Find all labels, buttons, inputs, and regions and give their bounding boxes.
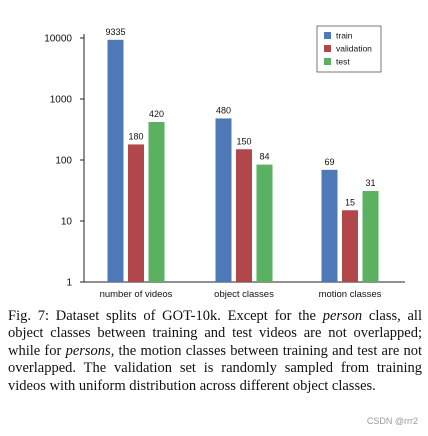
chart-legend: train validation test [316, 25, 382, 73]
bar-validation [236, 149, 252, 282]
bar-value-label: 84 [259, 152, 269, 162]
y-tick-label: 1000 [50, 95, 73, 106]
bar-validation [342, 210, 358, 282]
caption-text-3: , the motion classes between training an… [8, 342, 423, 394]
legend-swatch-test [324, 58, 331, 65]
bar-train [215, 118, 232, 283]
x-axis-categories: number of videos object classes motion cla… [100, 289, 382, 300]
legend-label-train: train [336, 31, 353, 41]
legend-swatch-validation [324, 45, 331, 52]
legend-label-test: test [336, 57, 350, 67]
bar-train [107, 39, 124, 282]
bar-test [362, 191, 379, 282]
y-axis-ticks: 1 10 100 1000 10000 [44, 34, 84, 289]
x-category-label: motion classes [319, 289, 382, 300]
bar-test [256, 164, 273, 282]
y-tick-label: 100 [55, 156, 72, 167]
bar-value-label: 180 [128, 131, 143, 141]
caption-emphasis-persons: persons [65, 342, 111, 359]
y-tick-label: 10000 [44, 34, 72, 45]
bar-value-label: 15 [345, 197, 355, 207]
bar-value-label: 150 [236, 136, 251, 146]
x-category-label: object classes [214, 289, 274, 300]
bar-value-label: 69 [324, 157, 334, 167]
x-category-label: number of videos [100, 289, 173, 300]
caption-text-1: Fig. 7: Dataset splits of GOT-10k. Excep… [8, 308, 323, 324]
caption-emphasis-person: person [322, 308, 363, 324]
bar-value-label: 420 [149, 109, 164, 119]
bar-test [148, 121, 165, 282]
figure-caption: Fig. 7: Dataset splits of GOT-10k. Excep… [8, 308, 422, 395]
legend-label-validation: validation [336, 44, 372, 54]
y-tick-label: 10 [61, 217, 73, 228]
caption-text-2: class, all object classes between traini… [8, 308, 422, 359]
bar-value-label: 31 [365, 178, 375, 188]
data-labels: 9335 180 420 480 150 84 69 15 31 [105, 27, 375, 207]
legend-swatch-train [324, 32, 331, 39]
bar-chart: 1 10 100 1000 10000 9335 180 420 480 150 84 69 15 31… [44, 25, 405, 300]
bar-value-label: 9335 [105, 27, 125, 37]
watermark: CSDN @rrr2 [366, 416, 418, 426]
bar-train [321, 169, 338, 282]
chart-bars [107, 39, 379, 283]
bar-value-label: 480 [216, 105, 231, 115]
bar-validation [128, 144, 144, 282]
y-tick-label: 1 [66, 278, 72, 289]
